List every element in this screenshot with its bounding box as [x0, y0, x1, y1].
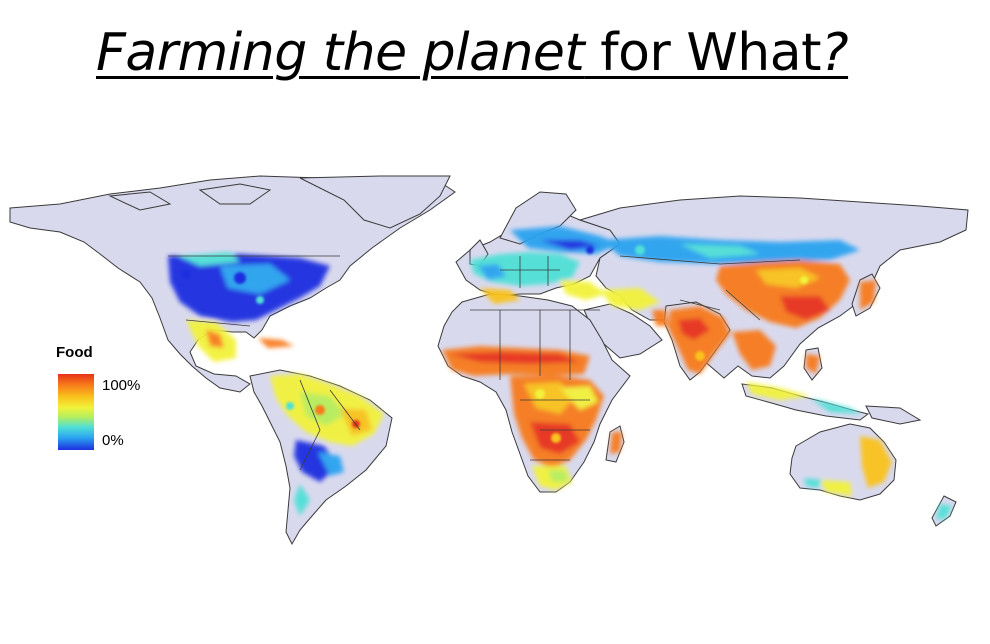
legend-title: Food [56, 344, 93, 361]
title-italic-part: Farming the planet [96, 23, 585, 83]
world-food-map [9, 175, 969, 546]
legend-color-scale [58, 374, 94, 450]
title-question-mark: ? [820, 23, 849, 83]
arctic-islands-2 [108, 191, 172, 211]
arctic-islands [198, 183, 272, 205]
new-guinea [865, 405, 922, 425]
food-fraction-overlay [168, 226, 952, 520]
country-borders [168, 255, 801, 471]
legend: Food 100% 0% [56, 344, 176, 454]
slide-title: Farming the planet for What? [96, 18, 849, 88]
legend-max-label: 100% [102, 377, 141, 394]
speckle-detail [181, 245, 808, 443]
title-regular-part: for What [584, 23, 821, 83]
greenland [299, 175, 451, 229]
legend-min-label: 0% [102, 432, 124, 449]
